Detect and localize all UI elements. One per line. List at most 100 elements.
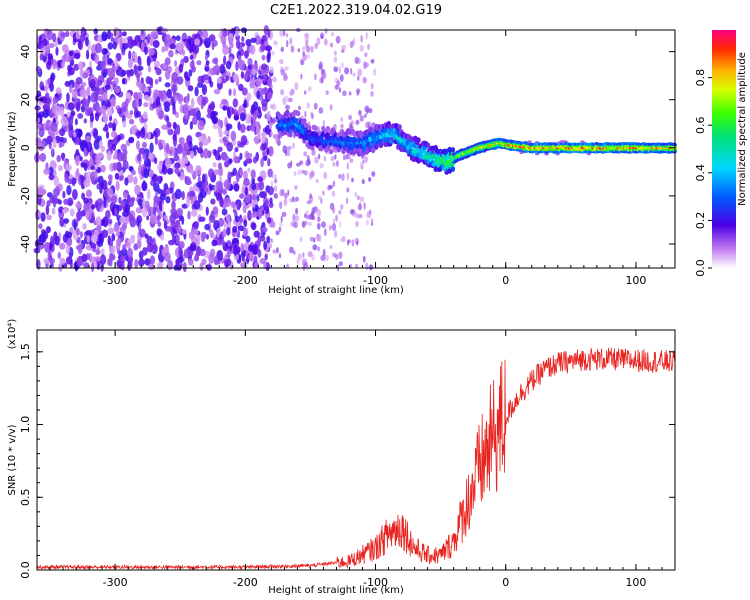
noise-speckle	[250, 37, 257, 43]
noise-speckle	[101, 31, 108, 41]
noise-speckle	[212, 123, 219, 130]
noise-speckle	[261, 135, 266, 144]
noise-speckle	[221, 78, 227, 84]
noise-speckle	[181, 190, 185, 201]
noise-speckle	[77, 128, 82, 138]
noise-speckle	[243, 178, 250, 187]
noise-speckle	[225, 60, 232, 70]
noise-speckle	[243, 99, 248, 108]
noise-speckle	[164, 69, 171, 80]
noise-speckle	[174, 162, 181, 169]
noise-speckle	[199, 262, 204, 271]
noise-speckle	[345, 153, 350, 160]
noise-speckle	[99, 232, 103, 244]
noise-speckle	[122, 160, 129, 170]
noise-speckle	[225, 214, 231, 222]
noise-speckle	[221, 240, 226, 247]
noise-speckle	[161, 124, 169, 130]
noise-speckle	[129, 119, 135, 125]
noise-speckle	[149, 169, 154, 177]
noise-speckle	[40, 85, 45, 91]
noise-speckle	[233, 155, 240, 164]
noise-speckle	[340, 116, 344, 123]
noise-speckle	[339, 74, 344, 82]
noise-speckle	[150, 31, 158, 38]
ridge-cell	[310, 145, 315, 151]
noise-speckle	[34, 105, 41, 111]
noise-speckle	[94, 112, 100, 122]
noise-speckle	[355, 221, 359, 227]
noise-speckle	[86, 49, 90, 60]
noise-speckle	[173, 154, 180, 162]
noise-speckle	[136, 130, 141, 139]
noise-speckle	[289, 90, 294, 96]
noise-speckle	[182, 262, 187, 273]
noise-speckle	[141, 206, 148, 218]
noise-speckle	[193, 221, 200, 229]
noise-speckle	[186, 196, 190, 208]
noise-speckle	[83, 118, 88, 124]
noise-speckle	[365, 219, 369, 226]
noise-speckle	[260, 157, 264, 168]
noise-speckle	[129, 110, 134, 116]
noise-speckle	[114, 57, 118, 67]
noise-speckle	[265, 45, 272, 52]
noise-speckle	[352, 72, 356, 77]
noise-speckle	[85, 189, 92, 198]
noise-speckle	[59, 106, 65, 117]
noise-speckle	[359, 196, 365, 202]
noise-speckle	[164, 44, 169, 52]
noise-speckle	[239, 112, 246, 122]
noise-speckle	[95, 249, 101, 256]
noise-speckle	[177, 93, 184, 103]
noise-speckle	[136, 207, 141, 214]
ridge-cell	[302, 118, 307, 124]
noise-speckle	[224, 197, 232, 207]
noise-speckle	[80, 81, 87, 87]
noise-speckle	[147, 131, 152, 139]
noise-speckle	[79, 88, 86, 98]
noise-speckle	[292, 213, 296, 222]
noise-speckle	[240, 135, 248, 146]
noise-speckle	[313, 102, 318, 110]
noise-speckle	[301, 220, 306, 228]
noise-speckle	[75, 227, 80, 236]
noise-speckle	[358, 109, 362, 116]
noise-speckle	[89, 157, 94, 167]
noise-speckle	[61, 208, 68, 214]
noise-speckle	[331, 190, 336, 197]
noise-speckle	[193, 228, 199, 236]
noise-speckle	[67, 197, 74, 207]
noise-speckle	[313, 206, 318, 212]
noise-speckle	[193, 145, 199, 151]
noise-speckle	[62, 137, 67, 144]
noise-speckle	[247, 210, 252, 221]
noise-speckle	[112, 83, 117, 91]
noise-speckle	[359, 44, 364, 52]
noise-speckle	[299, 236, 303, 243]
noise-speckle	[96, 83, 100, 93]
noise-speckle	[285, 104, 291, 111]
noise-speckle	[261, 98, 268, 107]
noise-speckle	[204, 37, 211, 49]
noise-speckle	[249, 45, 256, 55]
noise-speckle	[297, 48, 300, 53]
noise-speckle	[136, 140, 140, 150]
noise-speckle	[213, 186, 217, 193]
noise-speckle	[90, 92, 97, 103]
noise-speckle	[283, 198, 288, 206]
noise-speckle	[199, 140, 203, 148]
noise-speckle	[80, 174, 84, 186]
noise-speckle	[261, 141, 267, 151]
noise-speckle	[36, 259, 41, 270]
noise-speckle	[196, 60, 202, 66]
noise-speckle	[193, 44, 200, 54]
noise-speckle	[311, 148, 316, 156]
noise-speckle	[113, 27, 120, 38]
noise-speckle	[260, 205, 264, 212]
noise-speckle	[365, 107, 369, 115]
noise-speckle	[64, 175, 69, 183]
noise-speckle	[208, 253, 215, 264]
noise-speckle	[226, 123, 233, 130]
noise-speckle	[85, 230, 92, 236]
